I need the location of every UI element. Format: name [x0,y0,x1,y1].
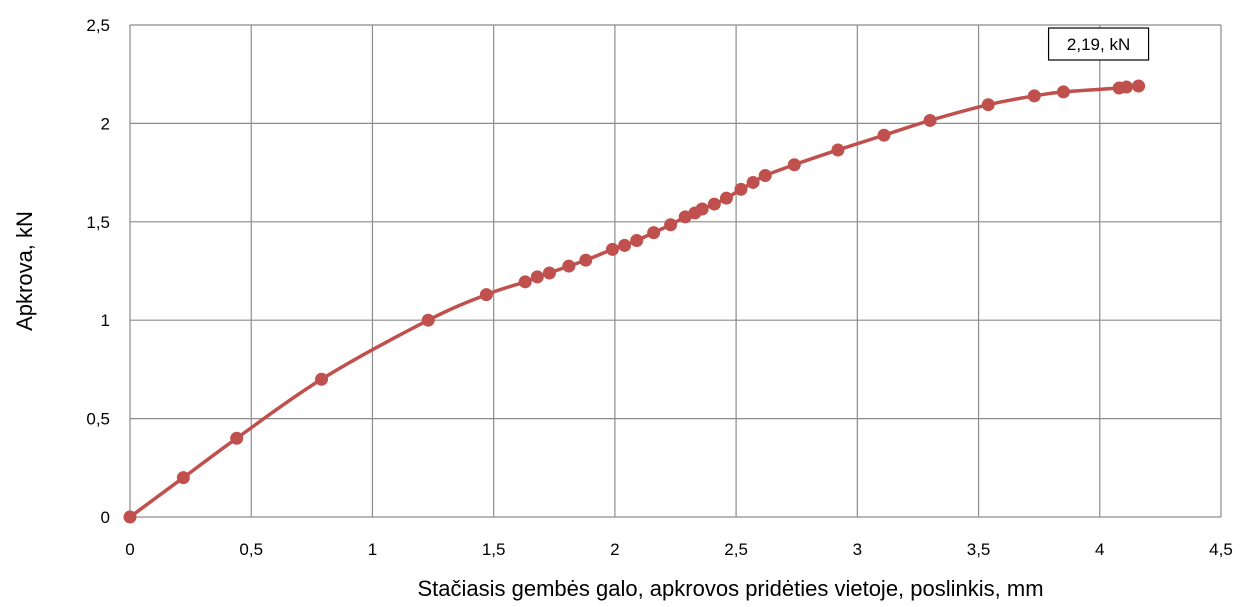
annotation-box [1047,27,1150,61]
y-tick-labels: 0 0,5 1 1,5 2 2,5 [86,16,110,527]
y-tick-label: 0 [101,508,110,527]
x-tick-label: 1 [368,540,377,559]
data-point [562,259,576,273]
data-point [605,242,619,256]
y-tick-label: 1,5 [86,213,110,232]
y-tick-label: 2 [101,114,110,133]
y-tick-label: 0,5 [86,410,110,429]
data-point [831,143,845,157]
data-point [176,471,190,485]
data-point [123,510,137,524]
x-tick-label: 2 [610,540,619,559]
x-tick-label: 4,5 [1209,540,1233,559]
y-tick-label: 2,5 [86,16,110,35]
data-point [695,202,709,216]
data-point [787,158,801,172]
x-tick-label: 3 [853,540,862,559]
data-point [981,98,995,112]
data-point [734,182,748,196]
data-point [479,288,493,302]
data-point [1132,79,1146,93]
data-point [923,113,937,127]
data-point [758,169,772,183]
data-point [530,270,544,284]
y-tick-label: 1 [101,311,110,330]
data-point [707,197,721,211]
data-point [315,372,329,386]
data-point [421,313,435,327]
series-line [128,84,1141,519]
x-tick-labels: 0 0,5 1 1,5 2 2,5 3 3,5 4 4,5 [125,540,1233,559]
x-tick-label: 1,5 [482,540,506,559]
data-point [542,266,556,280]
x-tick-label: 0 [125,540,134,559]
x-tick-label: 4 [1095,540,1104,559]
data-point [647,226,661,240]
data-point [618,238,632,252]
x-tick-label: 2,5 [724,540,748,559]
data-point [630,233,644,247]
annotation-label: 2,19, kN [1067,35,1130,54]
data-point [877,128,891,142]
x-axis-title: Stačiasis gembės galo, apkrovos pridėtie… [417,576,1043,601]
y-axis-title: Apkrova, kN [12,211,37,331]
data-point [579,253,593,267]
data-point [230,431,244,445]
data-point [719,191,733,205]
x-tick-label: 0,5 [239,540,263,559]
max-load-annotation: 2,19, kN [1047,27,1150,61]
data-point [1056,85,1070,99]
data-point [1027,89,1041,103]
data-point [518,275,532,289]
grid-lines [129,24,1222,518]
data-point [1119,80,1133,94]
x-tick-label: 3,5 [967,540,991,559]
data-point [746,175,760,189]
data-point [664,218,678,232]
series-markers [123,79,1146,524]
